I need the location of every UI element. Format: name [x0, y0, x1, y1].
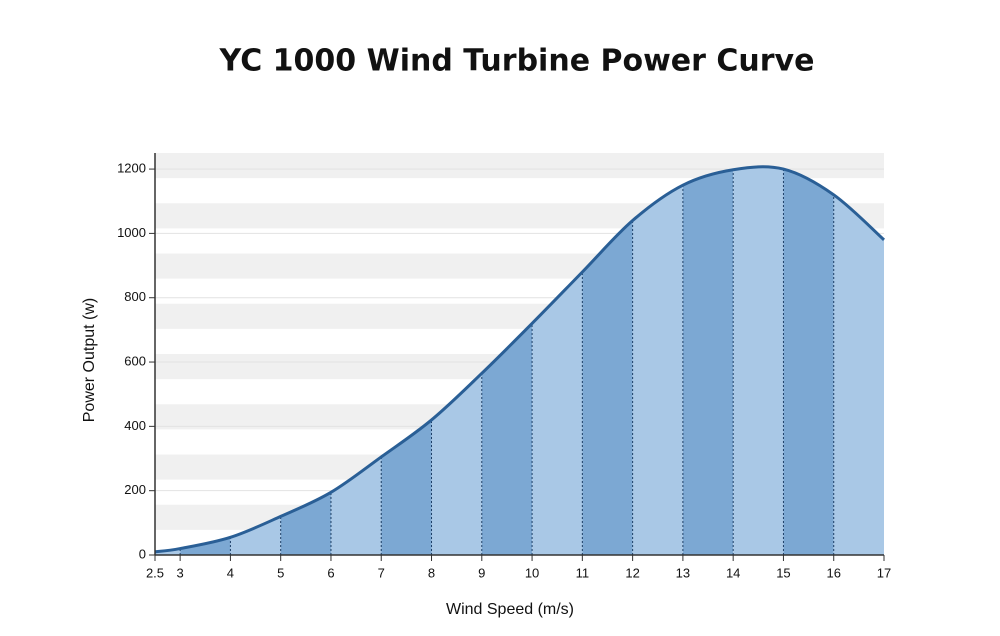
y-tick-label: 800: [124, 289, 146, 304]
area-band: [783, 166, 834, 555]
x-tick-label: 4: [227, 565, 234, 580]
x-tick-label: 3: [177, 565, 184, 580]
y-tick-label: 400: [124, 418, 146, 433]
x-tick-label: 10: [525, 565, 539, 580]
x-tick-label: 9: [478, 565, 485, 580]
x-tick-label: 8: [428, 565, 435, 580]
y-tick-label: 200: [124, 482, 146, 497]
x-tick-label: 7: [378, 565, 385, 580]
chart-title: YC 1000 Wind Turbine Power Curve: [219, 44, 815, 79]
x-tick-label: 14: [726, 565, 740, 580]
area-band: [280, 166, 331, 555]
x-tick-label: 15: [776, 565, 790, 580]
area-band: [582, 166, 633, 555]
area-band: [330, 166, 382, 555]
y-tick-label: 1200: [117, 161, 146, 176]
y-tick-label: 0: [139, 546, 146, 561]
x-tick-label: 17: [877, 565, 891, 580]
area-band: [431, 166, 482, 555]
area-band: [481, 166, 533, 555]
area-band: [733, 166, 784, 555]
area-band: [180, 166, 231, 555]
area-band: [632, 166, 683, 555]
area-band: [155, 166, 181, 555]
area: [155, 166, 884, 555]
area-band: [682, 166, 734, 555]
x-tick-label: 11: [576, 565, 590, 580]
x-tick-label: 6: [327, 565, 334, 580]
area-band: [833, 166, 884, 555]
power-curve: [154, 165, 886, 554]
y-axis-label: Power Output (w): [81, 298, 98, 422]
area-band: [381, 166, 432, 555]
x-axis-label: Wind Speed (m/s): [446, 601, 574, 618]
area-band: [230, 166, 281, 555]
area-band: [532, 166, 583, 555]
y-tick-label: 600: [124, 353, 146, 368]
y-tick-label: 1000: [117, 225, 146, 240]
x-tick-label: 2.5: [146, 565, 164, 580]
x-tick-label: 13: [676, 565, 690, 580]
x-tick-label: 5: [277, 565, 284, 580]
x-tick-label: 16: [826, 565, 840, 580]
x-tick-label: 12: [625, 565, 639, 580]
